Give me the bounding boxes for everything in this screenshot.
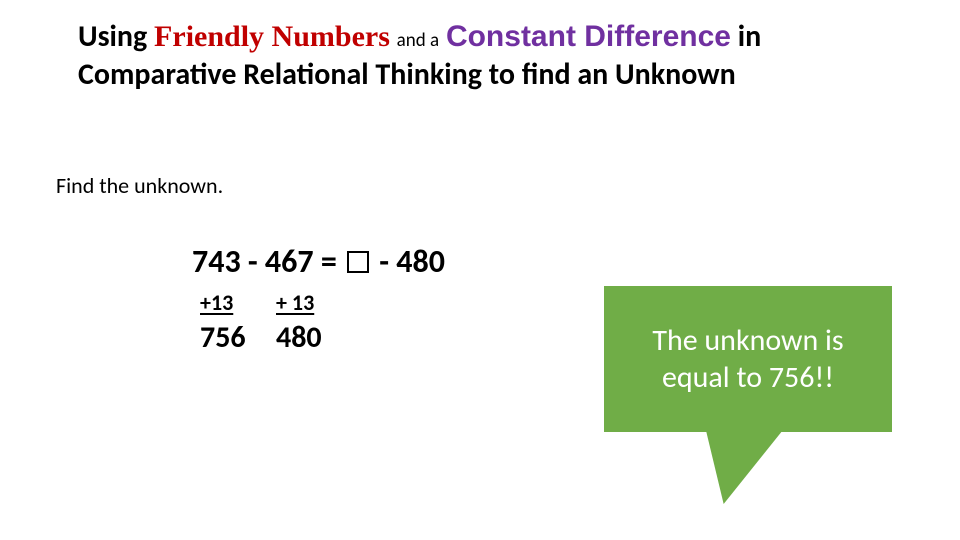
title-word-using: Using (78, 18, 147, 55)
eq-op1: - (248, 242, 258, 281)
title-friendly-numbers: Friendly Numbers (154, 20, 390, 53)
equation-line: 743 - 467 = - 480 (192, 242, 445, 281)
eq-lhs2: 467 (265, 242, 314, 281)
work1-result: 756 (200, 318, 246, 359)
title-and-a: and a (397, 29, 439, 52)
work1-add: +13 (200, 288, 246, 318)
eq-equals: = (321, 242, 337, 281)
work2-result: 480 (276, 318, 322, 359)
prompt-text: Find the unknown. (56, 172, 223, 199)
answer-callout: The unknown is equal to 756!! (604, 286, 892, 432)
eq-op2: - (379, 242, 389, 281)
work-column-1: +13 756 (200, 288, 246, 358)
eq-lhs1: 743 (192, 242, 241, 281)
title-constant-difference: Constant Difference (446, 20, 731, 53)
callout-text: The unknown is equal to 756!! (622, 322, 874, 397)
eq-rhs: 480 (396, 242, 445, 281)
slide-title: Using Friendly Numbers and a Constant Di… (78, 18, 920, 93)
unknown-box-icon (347, 251, 369, 273)
work-column-2: + 13 480 (276, 288, 322, 358)
callout-tail-icon (694, 432, 782, 504)
work2-add: + 13 (276, 288, 322, 318)
